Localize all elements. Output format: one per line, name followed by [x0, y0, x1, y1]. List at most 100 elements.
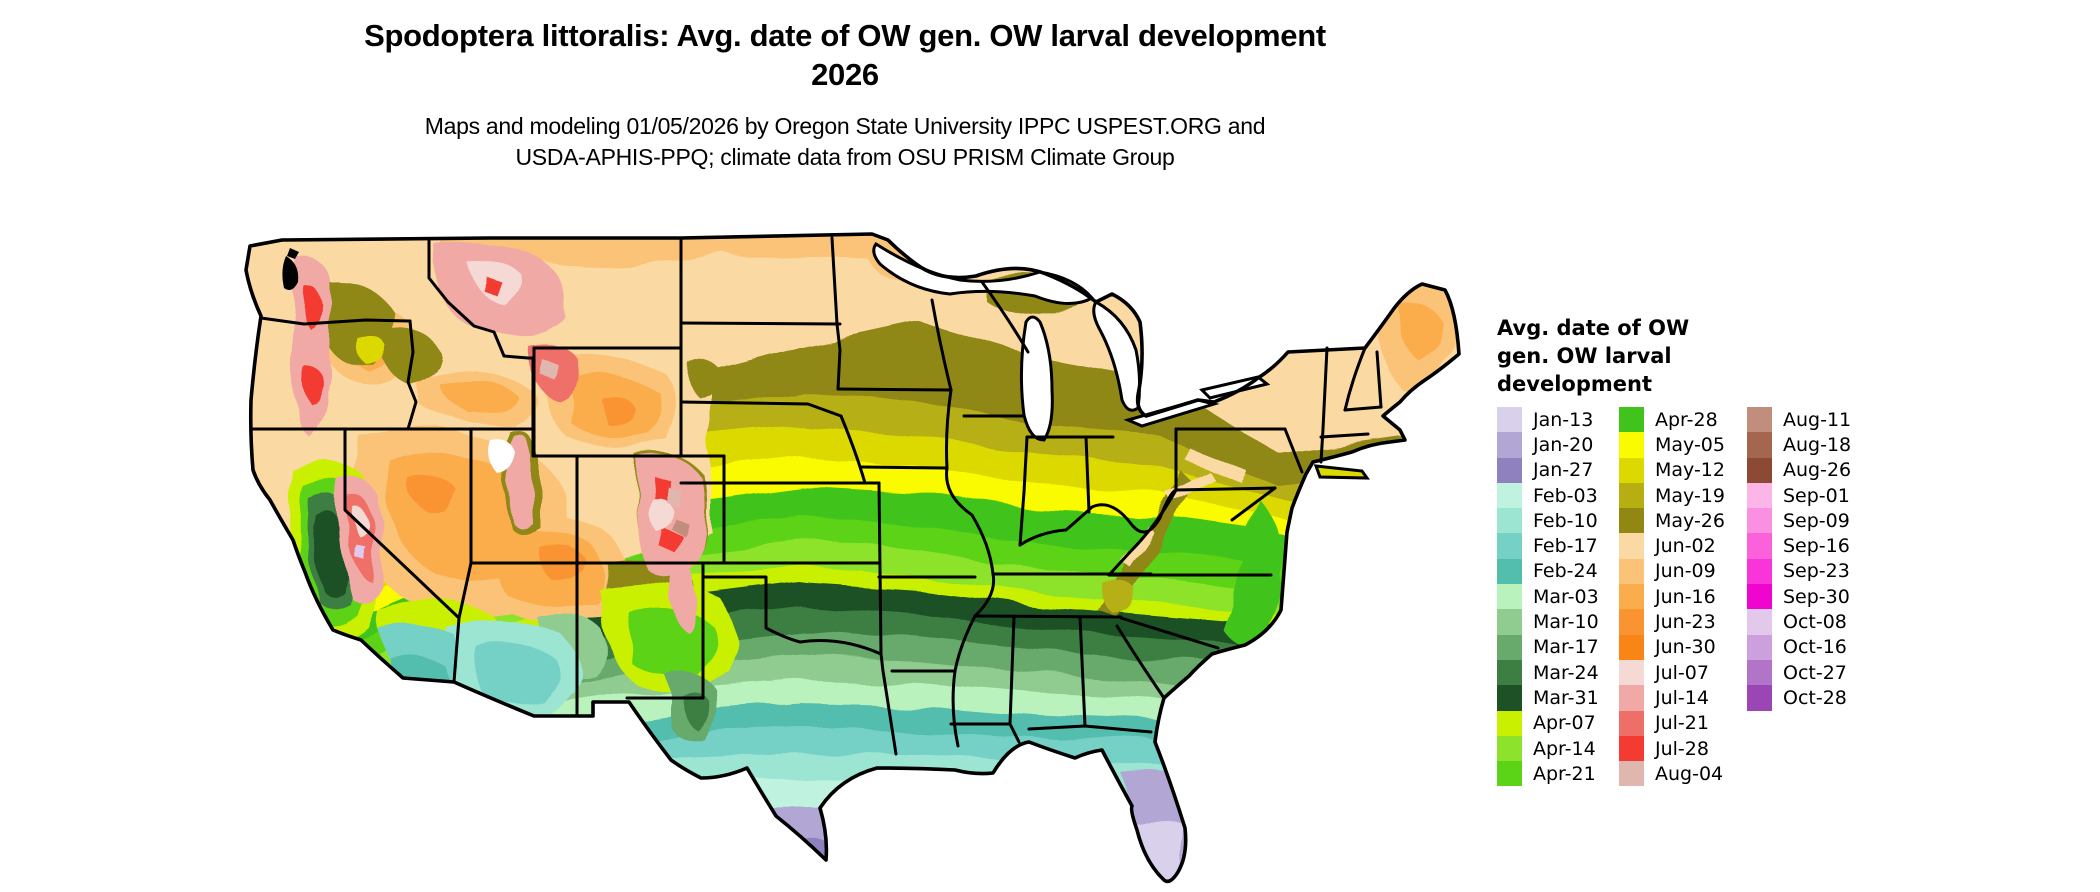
legend-swatch — [1619, 659, 1644, 686]
map-band — [246, 753, 1459, 882]
map-region — [409, 476, 457, 511]
legend-title-line1: Avg. date of OW — [1497, 316, 1690, 340]
legend-title-line2: gen. OW larval — [1497, 344, 1672, 368]
map-region — [379, 328, 440, 384]
legend-entry: Jun-16 — [1619, 584, 1725, 610]
figure-subtitle-line2: USDA-APHIS-PPQ; climate data from OSU PR… — [515, 144, 1175, 170]
lake-superior — [872, 241, 1095, 305]
figure-subtitle-line1: Maps and modeling 01/05/2026 by Oregon S… — [424, 113, 1266, 139]
legend-label: Jun-23 — [1655, 611, 1716, 634]
legend-entry: Mar-03 — [1497, 584, 1599, 610]
legend-label: May-12 — [1655, 459, 1725, 482]
legend-swatch — [1497, 609, 1522, 635]
legend-entry: Aug-11 — [1747, 407, 1851, 433]
legend-label: Sep-16 — [1783, 535, 1850, 558]
legend-swatch — [1619, 482, 1644, 509]
legend-swatch — [1747, 584, 1772, 610]
legend-label: Apr-14 — [1533, 737, 1596, 760]
legend-label: Aug-26 — [1783, 459, 1852, 482]
legend-label: Jan-13 — [1533, 408, 1594, 431]
legend-label: Jul-14 — [1655, 686, 1709, 709]
legend-label: Feb-24 — [1533, 560, 1598, 583]
legend-swatch — [1747, 508, 1772, 534]
legend-swatch — [1619, 685, 1644, 711]
legend-swatch — [1619, 432, 1644, 458]
map-band — [246, 806, 1459, 882]
legend-swatch — [1619, 710, 1644, 736]
map-region — [1398, 303, 1446, 362]
legend-swatch — [1497, 761, 1522, 787]
map-fill-layer — [246, 234, 1459, 882]
map-region — [473, 644, 561, 704]
legend-swatch — [1497, 482, 1522, 509]
legend-entry: Jul-07 — [1619, 659, 1725, 686]
map-region — [390, 656, 449, 680]
legend-entry: Mar-10 — [1497, 609, 1599, 635]
legend-swatch — [1497, 432, 1522, 458]
legend-swatch — [1747, 457, 1772, 483]
puget-sound — [282, 256, 299, 290]
map-region — [293, 256, 330, 437]
map-region — [671, 518, 687, 534]
map-region — [600, 396, 637, 426]
legend-entry: May-26 — [1619, 508, 1725, 534]
san-juan-islands — [287, 248, 299, 259]
legend-label: Oct-27 — [1783, 661, 1847, 684]
map-region — [357, 336, 388, 366]
legend-column: Apr-28 May-05 May-12 May-19 May-26 Jun-02 Jun-… — [1619, 407, 1725, 787]
map-region — [355, 546, 368, 560]
legend-entry: Feb-24 — [1497, 558, 1599, 585]
map-region — [1184, 448, 1246, 481]
legend-label: Jul-21 — [1655, 712, 1709, 735]
map-region — [665, 488, 683, 507]
legend-entry: Jul-14 — [1619, 685, 1725, 711]
legend-label: Sep-01 — [1783, 484, 1850, 507]
legend-swatch — [1497, 508, 1522, 534]
legend-entry: Oct-08 — [1747, 609, 1851, 635]
legend-label: Oct-08 — [1783, 611, 1847, 634]
legend-swatch — [1747, 482, 1772, 509]
legend-label: Jun-30 — [1655, 636, 1716, 659]
legend-column: Jan-13 Jan-20 Jan-27 Feb-03 Feb-10 Feb-17 Feb-… — [1497, 407, 1599, 787]
legend-entry: Aug-18 — [1747, 432, 1852, 458]
legend-label: Jun-09 — [1655, 560, 1716, 583]
legend-swatch — [1497, 735, 1522, 762]
map-region — [303, 367, 324, 403]
legend-swatch — [1619, 508, 1644, 534]
map-region — [376, 698, 391, 710]
map-region — [1101, 579, 1136, 614]
legend-label: Mar-31 — [1533, 686, 1599, 709]
legend-swatch — [1747, 659, 1772, 686]
legend-entry: Sep-30 — [1747, 584, 1851, 610]
legend-entry: Jun-23 — [1619, 609, 1725, 635]
legend-swatch — [1747, 533, 1772, 559]
legend-entry: Jan-27 — [1497, 457, 1599, 483]
legend-entry: Sep-23 — [1747, 558, 1851, 585]
legend-label: Jan-27 — [1533, 459, 1594, 482]
legend-entry: Aug-04 — [1619, 761, 1725, 787]
legend-label: Jul-07 — [1655, 661, 1709, 684]
legend-entry: Jun-02 — [1619, 533, 1725, 559]
legend-label: Feb-17 — [1533, 535, 1598, 558]
legend-title: Avg. date of OW gen. OW larval developme… — [1497, 314, 1957, 398]
legend-entry: Aug-26 — [1747, 457, 1852, 483]
legend-label: Jan-20 — [1533, 433, 1594, 456]
map-region — [1224, 498, 1285, 645]
lake-huron — [1092, 299, 1142, 412]
legend-label: Aug-04 — [1655, 762, 1724, 785]
legend-swatch — [1497, 584, 1522, 610]
legend-entry: Jun-30 — [1619, 634, 1725, 660]
great-salt-lake — [488, 439, 515, 473]
legend-swatch — [1497, 659, 1522, 686]
map-band — [246, 779, 1459, 882]
legend-entry: Apr-14 — [1497, 735, 1599, 762]
legend-swatch — [1747, 685, 1772, 711]
map-region — [680, 690, 711, 731]
legend-swatch — [1497, 407, 1522, 433]
long-island — [1313, 464, 1370, 480]
legend-label: May-05 — [1655, 433, 1725, 456]
legend-label: Aug-18 — [1783, 433, 1852, 456]
legend-label: Feb-03 — [1533, 484, 1598, 507]
legend-swatch — [1497, 558, 1522, 585]
figure-title-line1: Spodoptera littoralis: Avg. date of OW g… — [364, 18, 1326, 53]
